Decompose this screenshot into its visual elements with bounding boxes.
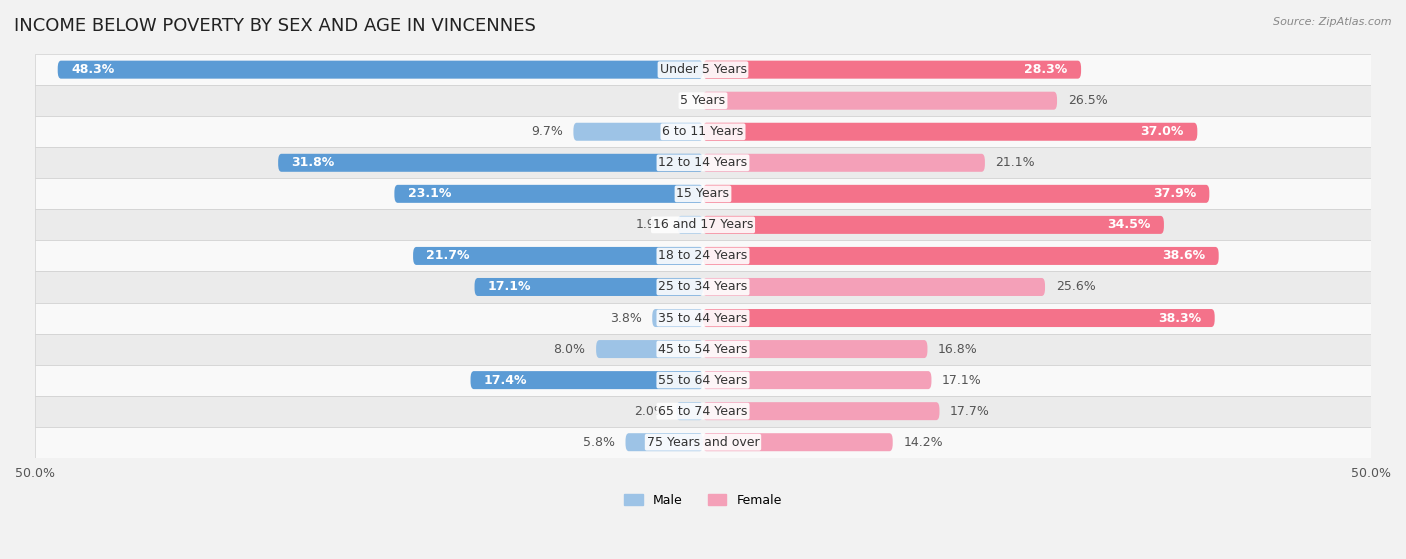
Bar bbox=[35, 116, 1371, 147]
FancyBboxPatch shape bbox=[678, 216, 703, 234]
FancyBboxPatch shape bbox=[703, 371, 931, 389]
FancyBboxPatch shape bbox=[596, 340, 703, 358]
Text: INCOME BELOW POVERTY BY SEX AND AGE IN VINCENNES: INCOME BELOW POVERTY BY SEX AND AGE IN V… bbox=[14, 17, 536, 35]
FancyBboxPatch shape bbox=[58, 60, 703, 79]
Text: Under 5 Years: Under 5 Years bbox=[659, 63, 747, 76]
FancyBboxPatch shape bbox=[626, 433, 703, 451]
Text: 17.1%: 17.1% bbox=[488, 281, 531, 293]
FancyBboxPatch shape bbox=[395, 185, 703, 203]
Text: 6 to 11 Years: 6 to 11 Years bbox=[662, 125, 744, 138]
Text: 26.5%: 26.5% bbox=[1067, 94, 1108, 107]
Text: 17.4%: 17.4% bbox=[484, 373, 527, 387]
Bar bbox=[35, 240, 1371, 272]
Text: 14.2%: 14.2% bbox=[904, 435, 943, 449]
Text: Source: ZipAtlas.com: Source: ZipAtlas.com bbox=[1274, 17, 1392, 27]
Text: 12 to 14 Years: 12 to 14 Years bbox=[658, 157, 748, 169]
FancyBboxPatch shape bbox=[652, 309, 703, 327]
Text: 38.6%: 38.6% bbox=[1163, 249, 1205, 262]
Text: 1.9%: 1.9% bbox=[636, 219, 666, 231]
FancyBboxPatch shape bbox=[703, 278, 1045, 296]
Bar bbox=[35, 85, 1371, 116]
Text: 16.8%: 16.8% bbox=[938, 343, 979, 356]
FancyBboxPatch shape bbox=[703, 92, 1057, 110]
Text: 17.1%: 17.1% bbox=[942, 373, 981, 387]
FancyBboxPatch shape bbox=[703, 247, 1219, 265]
FancyBboxPatch shape bbox=[703, 154, 984, 172]
Text: 21.7%: 21.7% bbox=[426, 249, 470, 262]
Text: 37.0%: 37.0% bbox=[1140, 125, 1184, 138]
Bar bbox=[35, 272, 1371, 302]
Text: 18 to 24 Years: 18 to 24 Years bbox=[658, 249, 748, 262]
Text: 17.7%: 17.7% bbox=[950, 405, 990, 418]
Text: 5 Years: 5 Years bbox=[681, 94, 725, 107]
Text: 28.3%: 28.3% bbox=[1025, 63, 1067, 76]
FancyBboxPatch shape bbox=[703, 340, 928, 358]
FancyBboxPatch shape bbox=[703, 185, 1209, 203]
Text: 3.8%: 3.8% bbox=[610, 311, 641, 325]
Legend: Male, Female: Male, Female bbox=[619, 489, 787, 512]
Bar bbox=[35, 54, 1371, 85]
Text: 8.0%: 8.0% bbox=[554, 343, 585, 356]
FancyBboxPatch shape bbox=[574, 123, 703, 141]
Text: 5.8%: 5.8% bbox=[583, 435, 614, 449]
Text: 48.3%: 48.3% bbox=[72, 63, 114, 76]
Text: 45 to 54 Years: 45 to 54 Years bbox=[658, 343, 748, 356]
Text: 31.8%: 31.8% bbox=[291, 157, 335, 169]
FancyBboxPatch shape bbox=[278, 154, 703, 172]
Text: 21.1%: 21.1% bbox=[995, 157, 1035, 169]
Text: 35 to 44 Years: 35 to 44 Years bbox=[658, 311, 748, 325]
FancyBboxPatch shape bbox=[471, 371, 703, 389]
Text: 9.7%: 9.7% bbox=[531, 125, 562, 138]
Text: 37.9%: 37.9% bbox=[1153, 187, 1197, 200]
Text: 2.0%: 2.0% bbox=[634, 405, 665, 418]
FancyBboxPatch shape bbox=[703, 433, 893, 451]
Text: 23.1%: 23.1% bbox=[408, 187, 451, 200]
Bar bbox=[35, 178, 1371, 210]
Text: 34.5%: 34.5% bbox=[1107, 219, 1150, 231]
Text: 55 to 64 Years: 55 to 64 Years bbox=[658, 373, 748, 387]
FancyBboxPatch shape bbox=[703, 309, 1215, 327]
Text: 65 to 74 Years: 65 to 74 Years bbox=[658, 405, 748, 418]
Bar bbox=[35, 147, 1371, 178]
Text: 25.6%: 25.6% bbox=[1056, 281, 1095, 293]
Text: 38.3%: 38.3% bbox=[1159, 311, 1201, 325]
Text: 25 to 34 Years: 25 to 34 Years bbox=[658, 281, 748, 293]
FancyBboxPatch shape bbox=[676, 402, 703, 420]
Text: 75 Years and over: 75 Years and over bbox=[647, 435, 759, 449]
FancyBboxPatch shape bbox=[703, 123, 1198, 141]
Bar bbox=[35, 210, 1371, 240]
FancyBboxPatch shape bbox=[703, 216, 1164, 234]
Bar bbox=[35, 302, 1371, 334]
Bar bbox=[35, 427, 1371, 458]
Bar bbox=[35, 364, 1371, 396]
FancyBboxPatch shape bbox=[703, 402, 939, 420]
FancyBboxPatch shape bbox=[413, 247, 703, 265]
Text: 16 and 17 Years: 16 and 17 Years bbox=[652, 219, 754, 231]
FancyBboxPatch shape bbox=[475, 278, 703, 296]
Bar bbox=[35, 396, 1371, 427]
Bar bbox=[35, 334, 1371, 364]
Text: 15 Years: 15 Years bbox=[676, 187, 730, 200]
FancyBboxPatch shape bbox=[703, 60, 1081, 79]
